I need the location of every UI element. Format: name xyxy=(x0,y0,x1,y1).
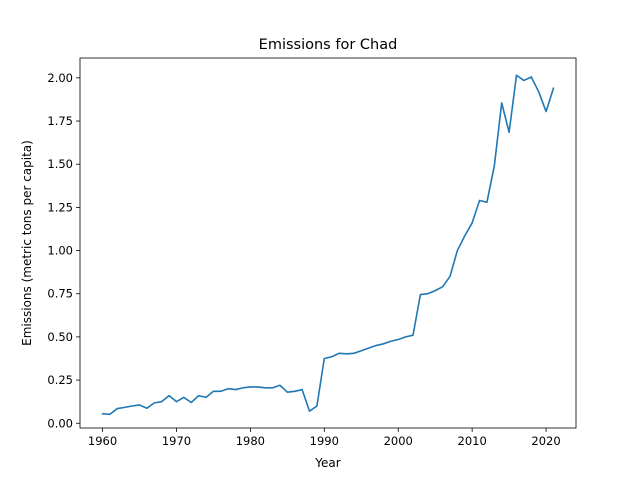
y-tick-label: 1.25 xyxy=(47,200,73,214)
x-tick-label: 1980 xyxy=(236,434,265,448)
x-tick-label: 2010 xyxy=(458,434,487,448)
series-line-0 xyxy=(101,74,555,416)
x-axis-label: Year xyxy=(314,456,340,470)
x-tick-label: 2000 xyxy=(384,434,413,448)
y-tick-label: 1.75 xyxy=(47,114,73,128)
y-axis-ticks: 0.00 0.25 0.50 0.75 1.00 1.25 1.50 1.75 2.00 xyxy=(47,71,80,430)
y-tick-label: 0.25 xyxy=(47,373,73,387)
x-tick-label: 1960 xyxy=(88,434,117,448)
y-tick-label: 0.75 xyxy=(47,287,73,301)
plot-frame xyxy=(79,57,577,429)
y-tick-label: 2.00 xyxy=(47,71,73,85)
x-axis-ticks: 1960 1970 1980 1990 2000 2010 2020 xyxy=(88,428,561,448)
y-tick-label: 0.00 xyxy=(47,416,73,430)
plot-series xyxy=(101,74,555,416)
x-tick-label: 2020 xyxy=(531,434,560,448)
y-axis-label: Emissions (metric tons per capita) xyxy=(20,140,34,346)
x-tick-label: 1970 xyxy=(162,434,191,448)
x-tick-label: 1990 xyxy=(310,434,339,448)
y-tick-label: 0.50 xyxy=(47,330,73,344)
y-tick-label: 1.50 xyxy=(47,157,73,171)
y-tick-label: 1.00 xyxy=(47,244,73,258)
chart-title: Emissions for Chad xyxy=(259,37,398,53)
